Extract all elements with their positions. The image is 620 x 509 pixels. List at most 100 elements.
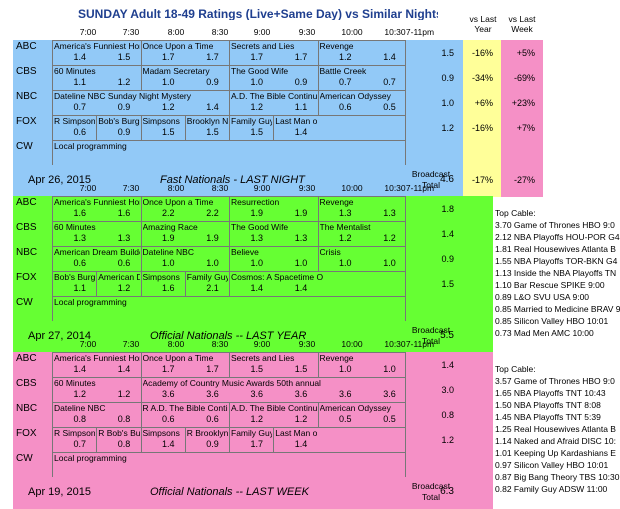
time-header: 10:30	[384, 183, 406, 193]
timeslot-total: 0.9	[441, 254, 454, 264]
rating-value: 0.6	[161, 414, 175, 424]
rating-value: 0.9	[117, 127, 131, 137]
row-divider	[52, 352, 405, 353]
show-name: Family Guy	[186, 272, 228, 282]
cell-divider	[184, 427, 186, 452]
vs-last-week-value: +7%	[516, 123, 535, 133]
show-name: Once Upon a Time	[142, 41, 214, 51]
rating-value: 0.5	[383, 102, 396, 112]
cell-divider	[317, 246, 319, 271]
cell-divider	[317, 90, 319, 115]
top-cable-title: Top Cable:	[495, 208, 536, 218]
time-header: 9:30	[298, 339, 316, 349]
cell-divider	[140, 352, 142, 377]
cell-divider	[96, 115, 98, 140]
cell-divider	[273, 427, 275, 452]
rating-value: 0.6	[73, 258, 86, 268]
footer-date: Apr 26, 2015	[28, 175, 91, 185]
time-header: 8:30	[211, 27, 229, 37]
rating-value: 1.2	[117, 77, 131, 87]
cell-divider	[229, 115, 230, 140]
top-cable-item: 0.87 Big Bang Theory TBS 10:30	[495, 472, 620, 482]
time-header: 9:00	[253, 339, 271, 349]
show-name: Family Guy	[231, 116, 273, 126]
network-label-cw: CW	[16, 454, 33, 464]
vs-last-week-value: -69%	[513, 73, 535, 83]
cell-divider	[52, 221, 53, 246]
cell-divider	[52, 40, 53, 65]
cell-divider	[52, 65, 53, 90]
network-label-fox: FOX	[16, 273, 37, 283]
cell-divider	[229, 271, 230, 296]
show-name: Secrets and Lies	[231, 41, 295, 51]
total-label: Total	[422, 180, 440, 190]
vs-last-year-value: +6%	[474, 98, 493, 108]
vs-last-year-value: -16%	[471, 123, 493, 133]
timeslot-total: 1.4	[441, 360, 454, 370]
show-name: Revenge	[319, 197, 354, 207]
time-header: 9:00	[253, 183, 271, 193]
timeslot-total: 1.2	[441, 435, 454, 445]
vs-last-week-column	[501, 40, 543, 197]
cell-divider	[140, 402, 142, 427]
network-label-cbs: CBS	[16, 67, 37, 77]
top-cable-item: 3.70 Game of Thrones HBO 9:0	[495, 220, 615, 230]
time-header: 9:30	[298, 183, 316, 193]
time-header: 9:30	[298, 27, 316, 37]
cell-divider	[317, 196, 319, 221]
show-name: Simpsons	[142, 272, 180, 282]
time-header: 7:00	[79, 27, 97, 37]
rating-value: 1.3	[73, 233, 86, 243]
show-name: Bob's Burge	[98, 116, 140, 126]
show-name: 60 Minutes	[54, 222, 96, 232]
grid-right-edge	[405, 40, 406, 165]
rating-value: 1.2	[383, 233, 396, 243]
rating-value: 1.1	[73, 283, 86, 293]
show-name: Believe	[231, 247, 259, 257]
show-name: Simpsons	[142, 428, 180, 438]
broadcast-total: 5.5	[440, 331, 454, 341]
grid-right-edge	[405, 352, 406, 477]
rating-value: 1.0	[383, 258, 396, 268]
cell-divider	[184, 271, 186, 296]
rating-value: 0.8	[117, 439, 131, 449]
cell-divider	[140, 65, 142, 90]
rating-value: 3.6	[161, 389, 175, 399]
time-header: 10:30	[384, 27, 406, 37]
rating-value: 3.6	[250, 389, 263, 399]
row-divider	[52, 452, 405, 453]
rating-value: 1.2	[294, 414, 308, 424]
rating-value: 0.5	[338, 414, 352, 424]
time-header: 7-11pm	[405, 339, 435, 349]
show-name: Bob's Burge	[54, 272, 96, 282]
rating-value: 1.2	[117, 389, 131, 399]
rating-value: 1.0	[383, 364, 396, 374]
broadcast-total: 6.3	[440, 487, 454, 497]
rating-value: 1.7	[206, 364, 219, 374]
section-background	[13, 196, 493, 353]
time-header: 8:00	[167, 339, 185, 349]
show-name: Dateline NBC	[142, 247, 195, 257]
top-cable-item: 1.13 Inside the NBA Playoffs TN	[495, 268, 617, 278]
rating-value: 1.5	[206, 127, 219, 137]
time-header: 8:00	[167, 183, 185, 193]
show-name: Crisis	[319, 247, 341, 257]
row-divider	[52, 140, 405, 141]
rating-value: 1.3	[383, 208, 396, 218]
rating-value: 1.3	[338, 208, 352, 218]
show-name: Last Man on	[275, 428, 317, 438]
cell-divider	[317, 221, 319, 246]
broadcast-label: Broadcast	[411, 169, 451, 179]
rating-value: 1.2	[250, 414, 263, 424]
top-cable-item: 0.85 Married to Medicine BRAV 9	[495, 304, 620, 314]
rating-value: 1.9	[294, 208, 308, 218]
show-name: The Good Wife	[231, 222, 289, 232]
rating-value: 0.8	[117, 414, 131, 424]
show-name: R A.D. The Bible Continues	[142, 403, 229, 413]
show-name: Once Upon a Time	[142, 353, 214, 363]
show-name: The Good Wife	[231, 66, 289, 76]
row-divider	[52, 90, 405, 91]
time-header: 7:30	[122, 183, 140, 193]
network-label-cw: CW	[16, 298, 33, 308]
show-name: American Da	[98, 272, 139, 282]
